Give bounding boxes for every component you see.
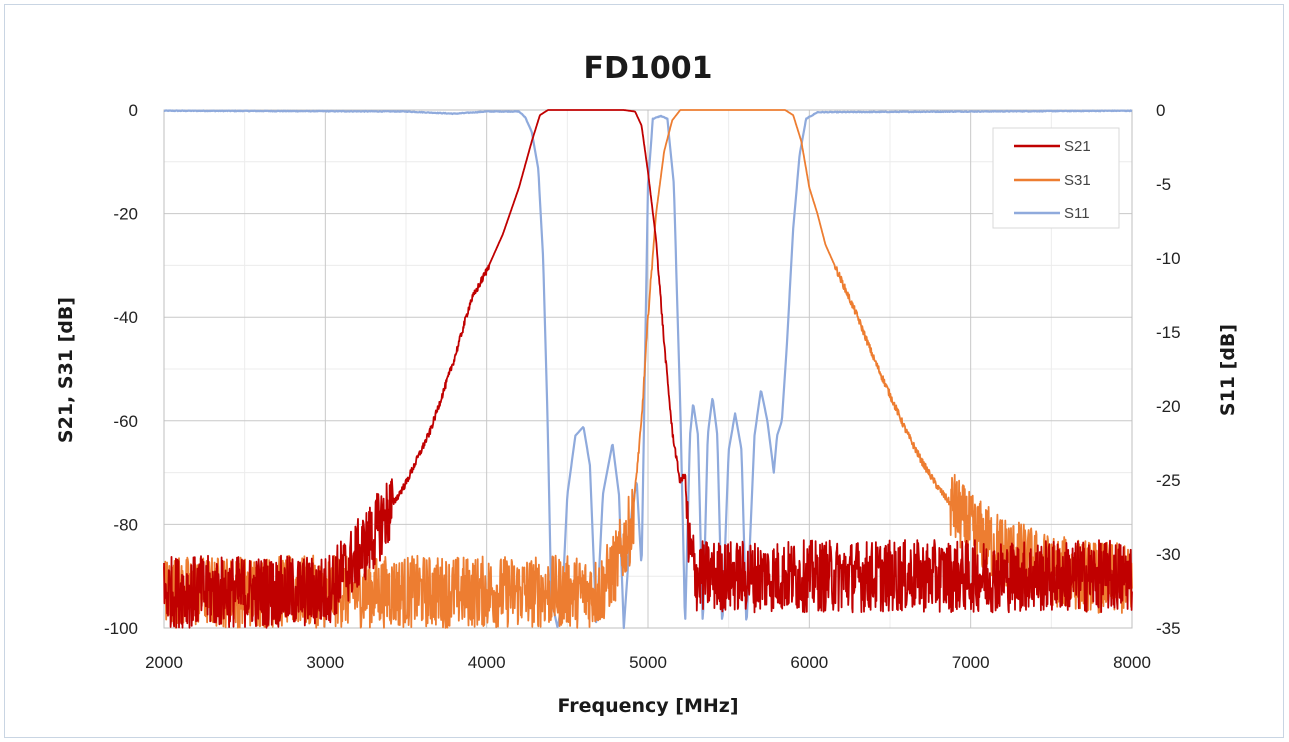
y-axis-right-title: S11 [dB] [1217, 324, 1239, 416]
x-tick-label: 5000 [629, 653, 667, 672]
plot-border [163, 109, 1133, 629]
y-right-tick-label: -15 [1156, 323, 1181, 342]
chart-title: FD1001 [584, 51, 713, 86]
y-right-tick-label: -30 [1156, 545, 1181, 564]
series-layer [163, 109, 1133, 630]
x-tick-label: 3000 [306, 653, 344, 672]
y-left-tick-label: -20 [113, 205, 138, 224]
legend-box [992, 127, 1120, 229]
x-tick-label: 6000 [790, 653, 828, 672]
legend-label-s31: S31 [1064, 172, 1091, 189]
y-right-tick-label: -5 [1156, 175, 1171, 194]
series-line-s11 [163, 109, 1133, 630]
tick-labels: 2000 3000 4000 5000 6000 7000 8000 0 -20 -40 -60 -8… [104, 101, 1181, 672]
y-left-tick-label: 0 [129, 101, 138, 120]
y-right-tick-label: -35 [1156, 619, 1181, 638]
y-left-tick-label: -80 [113, 515, 138, 534]
y-right-tick-label: -20 [1156, 397, 1181, 416]
y-axis-left-title: S21, S31 [dB] [55, 297, 77, 443]
y-right-tick-label: -10 [1156, 249, 1181, 268]
x-tick-label: 2000 [145, 653, 183, 672]
x-axis-title: Frequency [MHz] [557, 695, 738, 717]
y-left-tick-label: -60 [113, 412, 138, 431]
legend-label-s11: S11 [1064, 205, 1090, 222]
legend: S21 S31 S11 [992, 127, 1120, 229]
x-tick-label: 8000 [1113, 653, 1151, 672]
legend-label-s21: S21 [1064, 138, 1091, 155]
series-line-s21 [163, 109, 1133, 629]
x-tick-label: 4000 [468, 653, 506, 672]
y-left-tick-label: -40 [113, 308, 138, 327]
y-right-tick-label: 0 [1156, 101, 1165, 120]
y-right-tick-label: -25 [1156, 471, 1181, 490]
x-tick-label: 7000 [952, 653, 990, 672]
y-left-tick-label: -100 [104, 619, 138, 638]
